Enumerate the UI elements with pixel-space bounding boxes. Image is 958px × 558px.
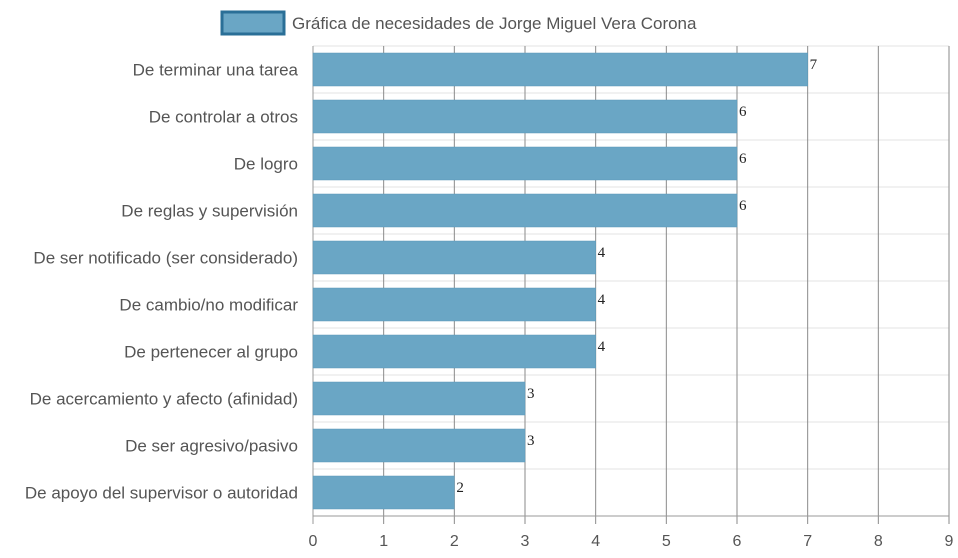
value-label: 4 [598, 339, 606, 355]
bar[interactable] [312, 240, 596, 275]
bar[interactable] [312, 146, 738, 181]
bar[interactable] [312, 334, 596, 369]
x-tick-label: 7 [803, 533, 812, 550]
bar[interactable] [312, 381, 526, 416]
bar[interactable] [312, 99, 738, 134]
bars [312, 52, 808, 510]
category-label: De reglas y supervisión [121, 202, 298, 221]
bar[interactable] [312, 193, 738, 228]
value-label: 4 [598, 245, 606, 261]
value-label: 2 [456, 480, 464, 496]
category-label: De pertenecer al grupo [124, 343, 298, 362]
legend[interactable]: Gráfica de necesidades de Jorge Miguel V… [220, 10, 697, 36]
x-tick-label: 9 [945, 533, 954, 550]
x-tick-label: 6 [733, 533, 742, 550]
value-label: 3 [527, 386, 535, 402]
legend-label: Gráfica de necesidades de Jorge Miguel V… [292, 14, 697, 33]
x-tick-label: 0 [309, 533, 318, 550]
category-label: De controlar a otros [149, 108, 298, 127]
x-tick-label: 2 [450, 533, 459, 550]
value-labels: 7 6 6 6 4 4 4 3 3 2 [456, 57, 817, 496]
category-label: De acercamiento y afecto (afinidad) [30, 390, 298, 409]
x-tick-label: 8 [874, 533, 883, 550]
category-label: De ser notificado (ser considerado) [33, 249, 298, 268]
value-label: 3 [527, 433, 535, 449]
category-label: De cambio/no modificar [119, 296, 298, 315]
x-tick-label: 5 [662, 533, 671, 550]
x-axis-ticks: 0 1 2 3 4 5 6 7 8 9 [309, 533, 954, 550]
bar[interactable] [312, 52, 808, 87]
category-label: De apoyo del supervisor o autoridad [25, 484, 298, 503]
value-label: 4 [598, 292, 606, 308]
value-label: 6 [739, 104, 747, 120]
x-tick-label: 3 [521, 533, 530, 550]
x-tick-label: 1 [379, 533, 388, 550]
category-labels: De terminar una tarea De controlar a otro… [25, 61, 299, 503]
bar[interactable] [312, 287, 596, 322]
value-label: 6 [739, 151, 747, 167]
value-label: 6 [739, 198, 747, 214]
bar[interactable] [312, 428, 526, 463]
value-label: 7 [810, 57, 818, 73]
legend-swatch[interactable] [220, 10, 286, 36]
category-label: De logro [234, 155, 298, 174]
x-tick-label: 4 [591, 533, 600, 550]
category-label: De ser agresivo/pasivo [125, 437, 298, 456]
category-label: De terminar una tarea [133, 61, 299, 80]
bar[interactable] [312, 475, 455, 510]
